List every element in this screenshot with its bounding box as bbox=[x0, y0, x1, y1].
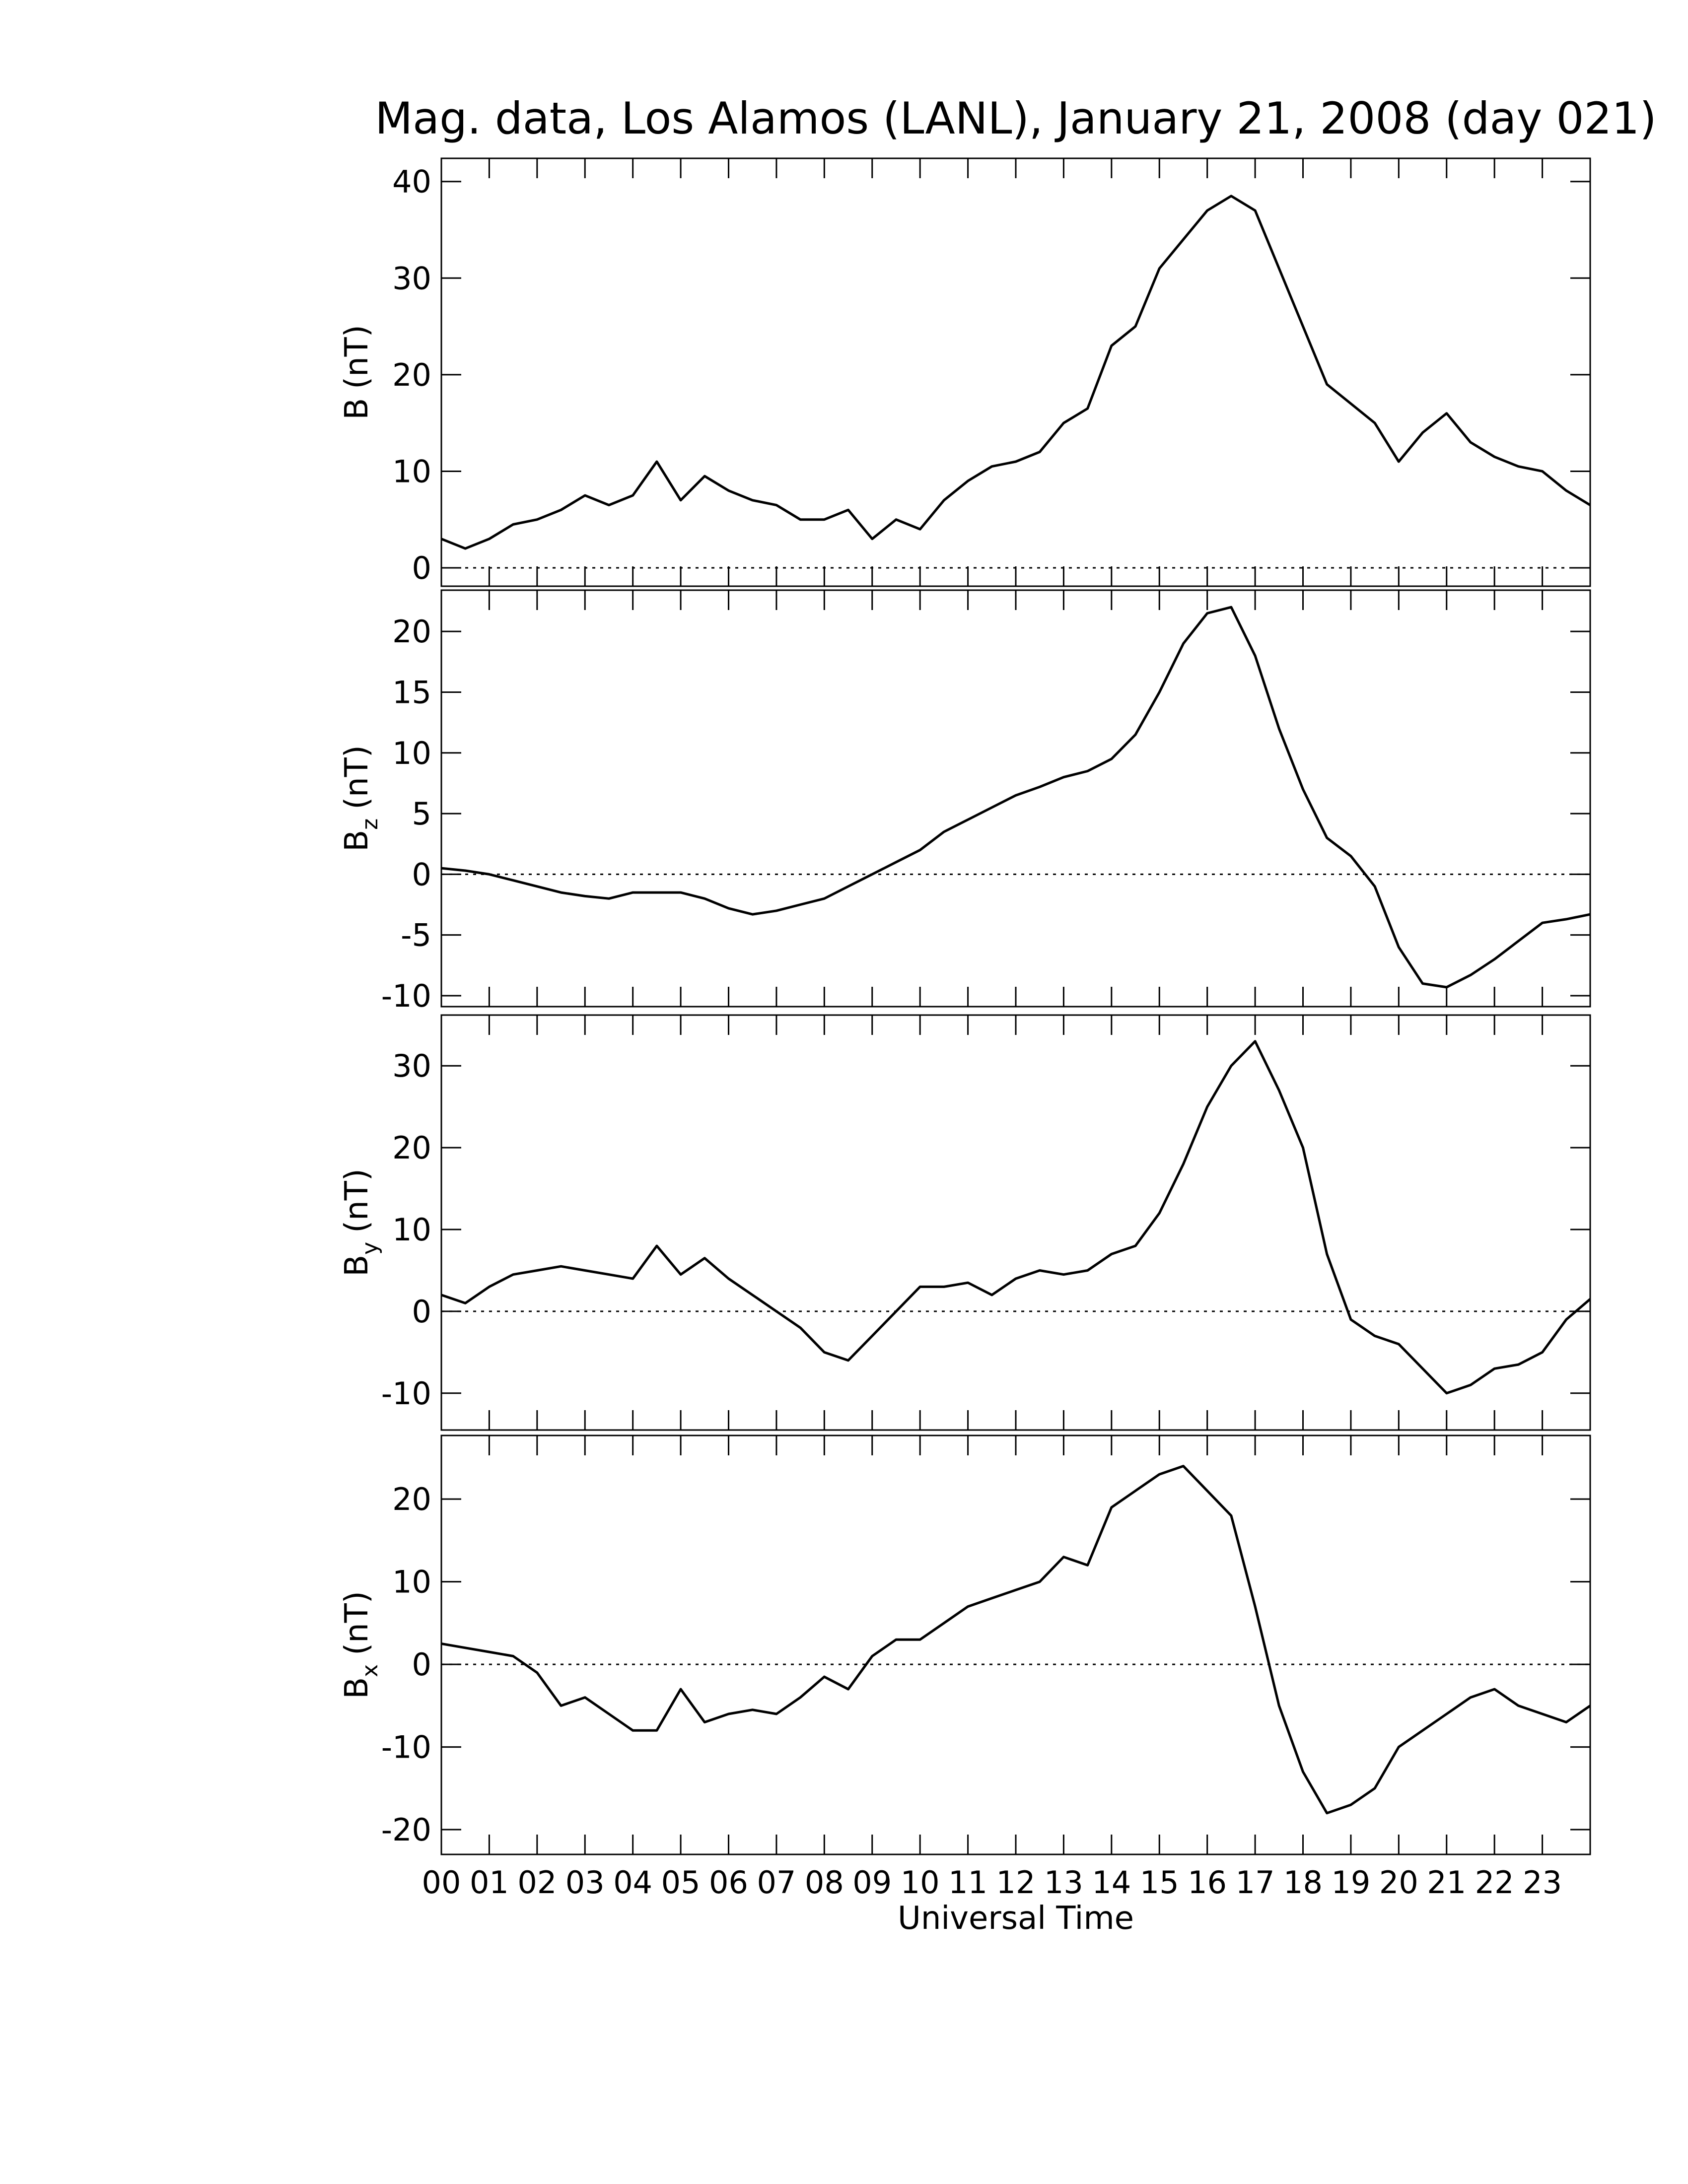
x-tick-label: 09 bbox=[852, 1864, 892, 1901]
y-tick-label: -10 bbox=[381, 978, 431, 1014]
y-tick-label: 15 bbox=[392, 674, 431, 710]
x-tick-label: 17 bbox=[1236, 1864, 1275, 1901]
x-tick-label: 19 bbox=[1331, 1864, 1370, 1901]
data-line bbox=[441, 1465, 1591, 1815]
y-label-symbol: B bbox=[339, 1677, 375, 1699]
y-label-unit: (nT) bbox=[339, 1591, 375, 1655]
x-tick-label: 12 bbox=[996, 1864, 1036, 1901]
y-label-unit: (nT) bbox=[339, 325, 375, 389]
x-tick-label: 13 bbox=[1044, 1864, 1083, 1901]
x-tick-label: 23 bbox=[1523, 1864, 1562, 1901]
chart-title: Mag. data, Los Alamos (LANL), January 21… bbox=[375, 93, 1657, 144]
x-tick-label: 21 bbox=[1427, 1864, 1466, 1901]
y-tick-label: 0 bbox=[412, 856, 431, 892]
x-tick-label: 15 bbox=[1140, 1864, 1179, 1901]
y-tick-label: 10 bbox=[392, 735, 431, 771]
y-label-symbol: B bbox=[339, 830, 375, 852]
y-label-symbol: B bbox=[339, 1255, 375, 1277]
y-label-symbol: B bbox=[339, 398, 375, 420]
y-tick-label: -20 bbox=[381, 1812, 431, 1848]
y-tick-label: 0 bbox=[412, 1294, 431, 1330]
y-tick-label: 10 bbox=[392, 1564, 431, 1600]
x-tick-label: 20 bbox=[1379, 1864, 1418, 1901]
x-tick-label: 14 bbox=[1092, 1864, 1131, 1901]
y-tick-label: 0 bbox=[412, 550, 431, 586]
data-line bbox=[441, 1040, 1591, 1395]
y-tick-label: 10 bbox=[392, 453, 431, 489]
y-tick-label: 40 bbox=[392, 164, 431, 200]
y-tick-label: 30 bbox=[392, 260, 431, 296]
y-tick-label: -5 bbox=[401, 917, 431, 954]
x-tick-label: 06 bbox=[709, 1864, 748, 1901]
y-label-subscript: y bbox=[357, 1242, 383, 1255]
y-label-subscript: x bbox=[357, 1664, 383, 1677]
y-tick-label: 5 bbox=[412, 796, 431, 832]
x-tick-label: 11 bbox=[948, 1864, 987, 1901]
x-tick-label: 16 bbox=[1188, 1864, 1227, 1901]
x-tick-label: 01 bbox=[470, 1864, 509, 1901]
y-tick-label: 20 bbox=[392, 1130, 431, 1166]
data-line bbox=[441, 195, 1591, 550]
x-tick-label: 18 bbox=[1283, 1864, 1323, 1901]
y-axis-label: Bz (nT) bbox=[339, 745, 383, 852]
x-tick-label: 00 bbox=[422, 1864, 461, 1901]
y-tick-label: 0 bbox=[412, 1646, 431, 1683]
x-tick-label: 05 bbox=[661, 1864, 701, 1901]
data-line bbox=[441, 606, 1591, 989]
y-label-subscript: z bbox=[357, 819, 383, 830]
y-axis-label: By (nT) bbox=[339, 1168, 383, 1277]
x-tick-label: 10 bbox=[901, 1864, 940, 1901]
x-tick-label: 22 bbox=[1475, 1864, 1514, 1901]
y-tick-label: 20 bbox=[392, 1481, 431, 1517]
x-axis-label: Universal Time bbox=[898, 1900, 1134, 1937]
y-tick-label: -10 bbox=[381, 1375, 431, 1412]
y-axis-label: Bx (nT) bbox=[339, 1591, 383, 1699]
y-tick-label: 30 bbox=[392, 1048, 431, 1084]
y-tick-label: 20 bbox=[392, 357, 431, 393]
x-tick-label: 04 bbox=[613, 1864, 652, 1901]
y-tick-label: -10 bbox=[381, 1729, 431, 1766]
x-tick-label: 03 bbox=[565, 1864, 605, 1901]
y-label-unit: (nT) bbox=[339, 1168, 375, 1233]
y-tick-label: 20 bbox=[392, 614, 431, 650]
x-tick-label: 02 bbox=[517, 1864, 557, 1901]
x-tick-label: 07 bbox=[757, 1864, 796, 1901]
y-label-unit: (nT) bbox=[339, 745, 375, 810]
y-axis-label: B (nT) bbox=[339, 325, 375, 420]
x-tick-label: 08 bbox=[805, 1864, 844, 1901]
y-tick-label: 10 bbox=[392, 1212, 431, 1248]
